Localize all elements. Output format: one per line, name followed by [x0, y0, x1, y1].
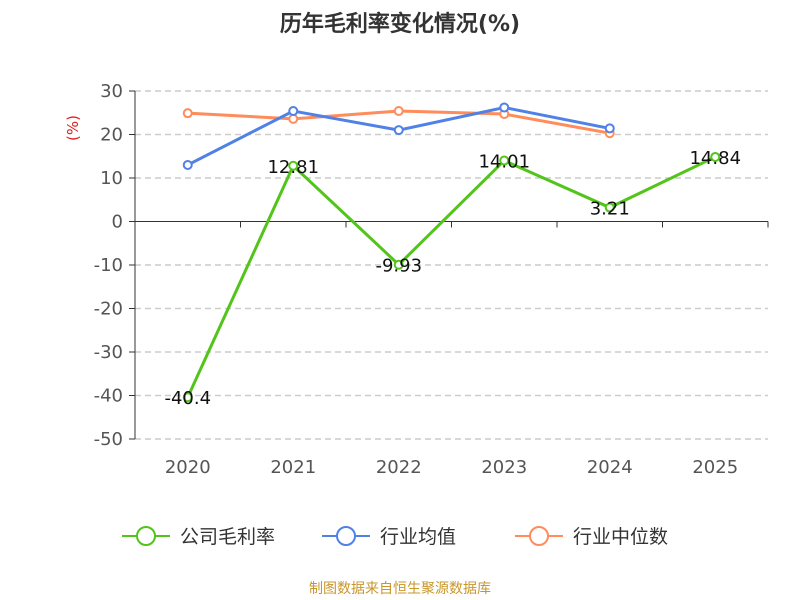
y-tick-label: -50: [94, 429, 123, 450]
chart-title: 历年毛利率变化情况(%): [279, 12, 521, 37]
x-tick-label: 2024: [587, 457, 633, 478]
y-tick-label: -20: [94, 299, 123, 320]
data-point: [604, 123, 615, 134]
data-label: 14.01: [478, 152, 530, 173]
y-tick-label: 10: [100, 168, 123, 189]
data-label: -9.93: [375, 256, 422, 277]
data-point: [499, 102, 510, 113]
legend-marker-icon: [529, 526, 549, 546]
data-point: [499, 155, 510, 166]
legend-label: 行业均值: [380, 526, 456, 548]
data-label: -40.4: [164, 388, 211, 409]
data-point: [288, 160, 299, 171]
y-tick-label: -40: [94, 386, 123, 407]
data-point: [288, 106, 299, 117]
x-tick-label: 2023: [481, 457, 527, 478]
x-tick-label: 2025: [692, 457, 738, 478]
data-point: [393, 106, 404, 117]
data-point: [710, 151, 721, 162]
legend-marker-icon: [136, 526, 156, 546]
legend-label: 行业中位数: [573, 526, 668, 548]
y-tick-label: 30: [100, 81, 123, 102]
data-label: 12.81: [267, 157, 319, 178]
legend-marker-icon: [336, 526, 356, 546]
x-tick-label: 2022: [376, 457, 422, 478]
data-point: [182, 392, 193, 403]
legend-label: 公司毛利率: [180, 526, 275, 548]
data-point: [288, 113, 299, 124]
data-point: [182, 108, 193, 119]
data-point: [393, 125, 404, 136]
y-axis-unit: (%): [64, 115, 82, 141]
data-point: [604, 202, 615, 213]
data-point: [182, 159, 193, 170]
y-tick-label: -30: [94, 342, 123, 363]
data-label: 3.21: [590, 199, 630, 220]
x-tick-label: 2021: [270, 457, 316, 478]
data-label: 14.84: [689, 148, 741, 169]
source-note: 制图数据来自恒生聚源数据库: [309, 581, 491, 597]
y-tick-label: 20: [100, 125, 123, 146]
data-point: [393, 259, 404, 270]
series-line: [186, 155, 716, 398]
y-tick-label: 0: [112, 212, 123, 233]
y-tick-label: -10: [94, 255, 123, 276]
x-tick-label: 2020: [165, 457, 211, 478]
